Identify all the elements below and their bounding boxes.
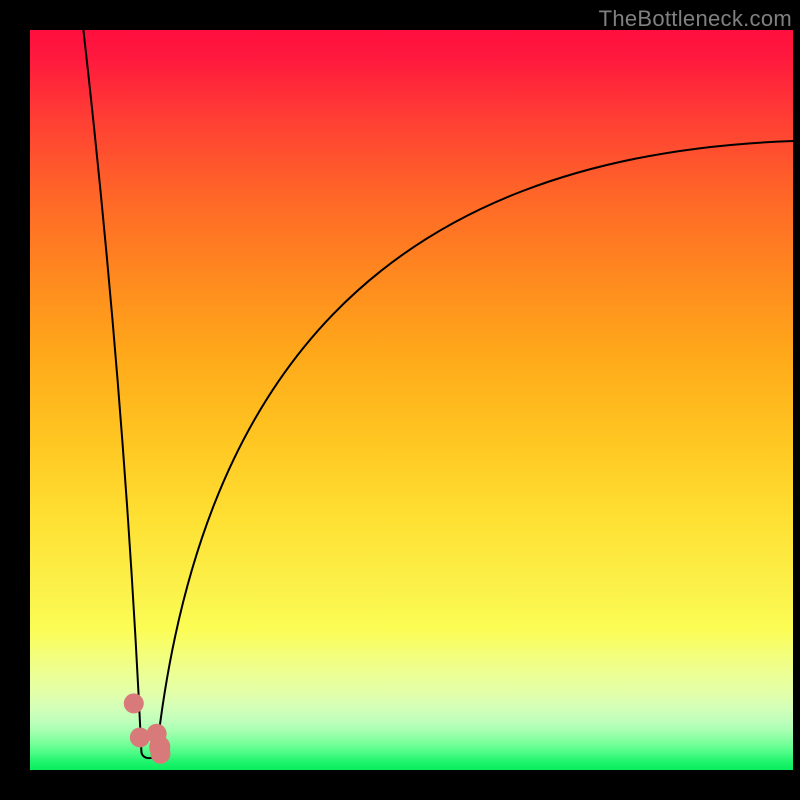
watermark-text: TheBottleneck.com xyxy=(599,6,792,32)
stage: TheBottleneck.com xyxy=(0,0,800,800)
plot-area xyxy=(30,30,793,770)
data-markers xyxy=(30,30,793,770)
